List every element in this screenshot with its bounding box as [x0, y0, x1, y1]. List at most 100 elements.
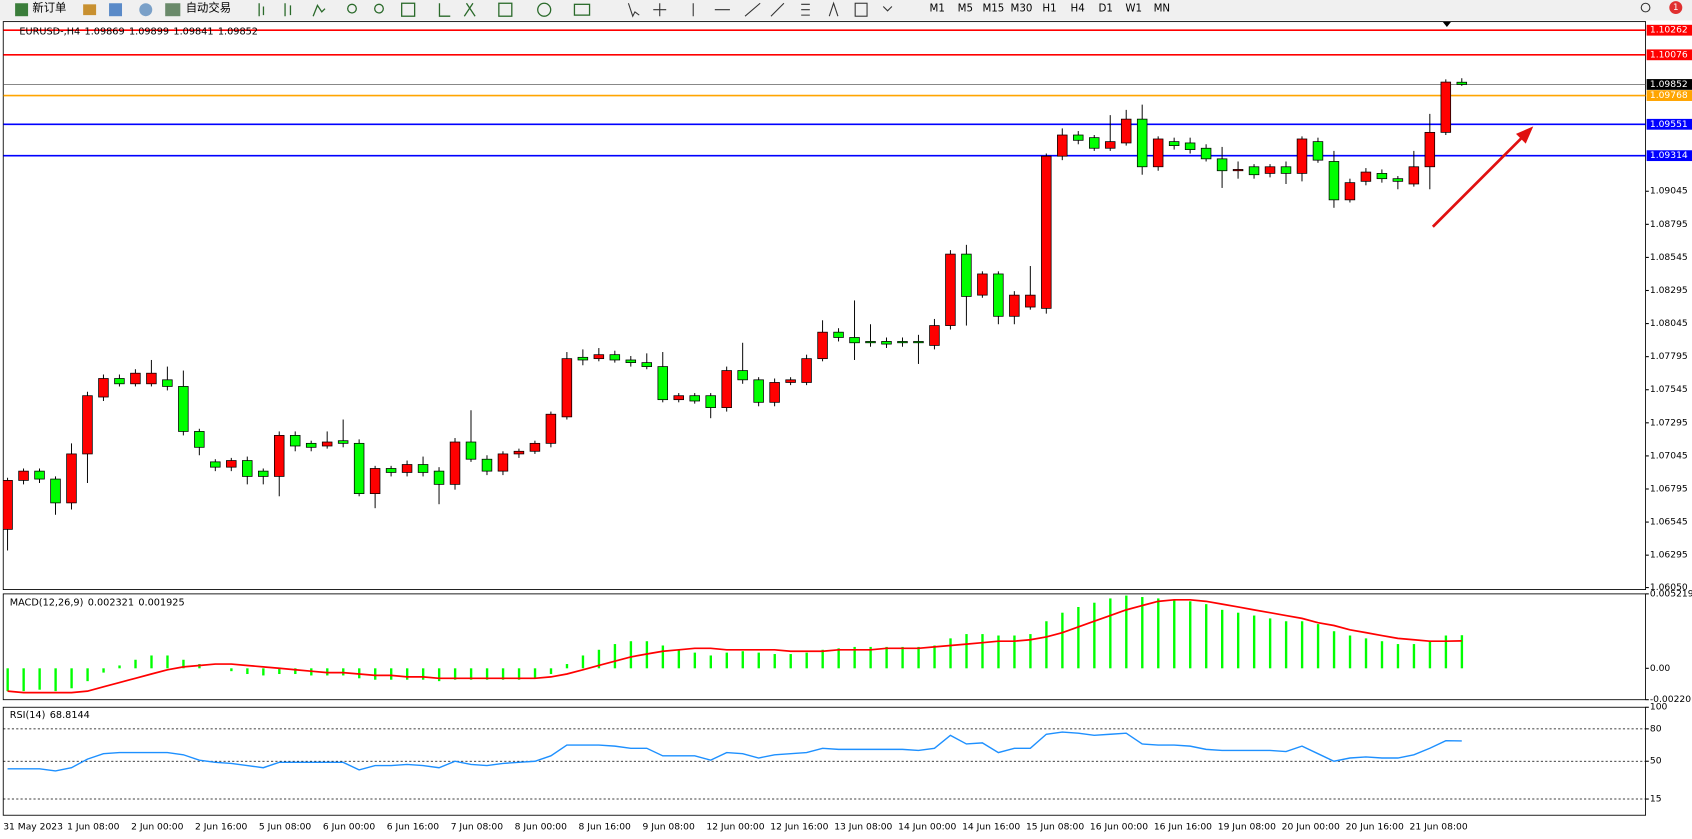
macd-bar [789, 654, 792, 669]
zoom-out[interactable] [374, 3, 384, 14]
timeframe-button[interactable]: M30 [1011, 3, 1033, 15]
candle-body [417, 464, 429, 473]
chart-type-icons[interactable] [258, 3, 326, 17]
macd-bar [405, 668, 409, 680]
macd-bar [1412, 644, 1416, 669]
new-order-icon[interactable] [15, 3, 29, 17]
candle-body [178, 386, 189, 432]
y-tick-label: 100 [1650, 702, 1668, 713]
tool-icon[interactable] [109, 3, 123, 17]
price-label-bg [1646, 79, 1692, 90]
text-tool[interactable] [854, 2, 868, 17]
periods-icon[interactable] [537, 2, 552, 17]
candle-body [769, 382, 780, 403]
timeframe-button[interactable]: M1 [930, 3, 945, 15]
notification-count[interactable]: 1 [1673, 3, 1678, 13]
line-tools[interactable] [692, 1, 839, 17]
x-tick-label: 6 Jun 16:00 [387, 822, 440, 833]
candle-body [146, 372, 157, 385]
x-tick-label: 5 Jun 08:00 [259, 822, 312, 833]
timeframe-button[interactable]: H1 [1042, 3, 1056, 15]
candle-body [1216, 158, 1228, 172]
level-label-bg [1646, 90, 1692, 101]
macd-bar [1093, 602, 1096, 669]
macd-bar [933, 645, 936, 669]
tool-icon[interactable] [139, 3, 153, 17]
notification-badge[interactable] [1669, 1, 1683, 15]
candle-body [993, 273, 1004, 317]
timeframe-button[interactable]: MN [1154, 3, 1171, 15]
macd-bar [1125, 595, 1128, 669]
axes: 1.06050 1.06295 1.06545 1.06795 1.07045 1.072… [3, 25, 1692, 833]
macd-bar [757, 652, 760, 669]
templates-icon[interactable] [573, 3, 591, 16]
x-tick-label: 31 May 2023 [3, 822, 63, 833]
macd-bar [294, 668, 297, 675]
macd-bar [1013, 635, 1016, 669]
candle-body [305, 442, 317, 448]
auto-trading-icon[interactable] [165, 3, 181, 17]
macd-bar [1268, 618, 1272, 669]
candle-body [657, 366, 668, 401]
candle-body [385, 468, 397, 473]
macd-bar [54, 668, 57, 692]
candle-body [401, 464, 413, 473]
level-label: 1.09314 [1650, 150, 1688, 161]
tile-icon[interactable] [401, 2, 416, 17]
macd-bar [150, 655, 153, 669]
candle-body [1041, 155, 1052, 309]
scroll-icons[interactable] [438, 2, 476, 17]
macd-bar [501, 668, 505, 680]
candle-body [577, 356, 589, 361]
y-tick-label: 15 [1650, 794, 1662, 805]
macd-bar [997, 635, 1000, 669]
timeframe-button[interactable]: M5 [958, 3, 973, 15]
macd-bar [1157, 598, 1160, 669]
candle-body [210, 461, 221, 468]
candle-body [226, 460, 237, 468]
candle-body [3, 480, 13, 530]
macd-bar [1332, 631, 1336, 669]
macd-bar [278, 668, 281, 675]
macd-bar [741, 651, 744, 669]
candle-body [82, 395, 93, 455]
macd-bar [246, 668, 249, 675]
indicators-icon[interactable] [498, 2, 513, 17]
candle-body [625, 359, 637, 363]
timeframe-button[interactable]: D1 [1098, 3, 1112, 15]
auto-trading[interactable]: 自动交易 [186, 1, 231, 15]
macd-bar [86, 668, 89, 682]
y-tick-label: 0.00 [1650, 663, 1671, 674]
cursor[interactable] [627, 3, 640, 18]
candle-body [1152, 138, 1164, 168]
macd-bar [1141, 597, 1144, 669]
tool-icon[interactable] [83, 4, 97, 16]
candle-body [1456, 81, 1468, 85]
drawing-tools [627, 1, 893, 18]
arrows-tool[interactable] [882, 6, 893, 12]
macd-bar [485, 668, 489, 680]
macd-bar [661, 645, 665, 669]
candle-body [817, 331, 828, 360]
x-tick-label: 1 Jun 08:00 [67, 822, 120, 833]
candle-body [753, 379, 764, 403]
timeframe-button[interactable]: H4 [1070, 3, 1084, 15]
macd-bar [1284, 621, 1288, 669]
candle-body [353, 442, 365, 495]
new-order[interactable]: 新订单 [32, 1, 66, 15]
macd-bar [1077, 606, 1080, 669]
macd-bar [1364, 638, 1368, 669]
macd-bar [693, 652, 697, 669]
candle-body [433, 470, 445, 485]
crosshair[interactable] [653, 3, 667, 17]
candle-body [961, 253, 972, 297]
timeframe-button[interactable]: M15 [982, 3, 1004, 15]
timeframe-button[interactable]: W1 [1125, 3, 1142, 15]
candle-body [1168, 141, 1180, 146]
search[interactable] [1640, 2, 1651, 13]
zoom-in[interactable] [347, 3, 357, 14]
candle-body [785, 379, 796, 383]
candle-body [289, 435, 301, 447]
macd-bar [1348, 635, 1352, 669]
candle-body [801, 358, 812, 383]
